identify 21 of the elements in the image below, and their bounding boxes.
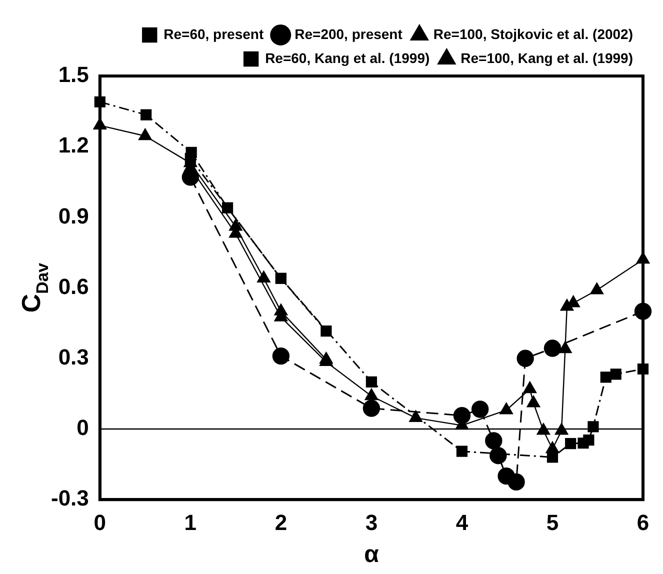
y-tick-label: 0.3 <box>58 344 89 370</box>
x-tick-label: 6 <box>636 510 650 535</box>
legend-label: Re=60, present <box>164 26 264 42</box>
y-tick-label: 1.5 <box>58 62 89 88</box>
y-tick-label: -0.3 <box>50 486 89 511</box>
x-tick-label: 0 <box>94 510 106 535</box>
y-tick-label: 0 <box>76 415 89 440</box>
x-axis-title: α <box>364 541 380 568</box>
legend-label: Re=200, present <box>294 26 403 42</box>
y-tick-label: 0.9 <box>58 203 89 228</box>
x-tick-label: 3 <box>365 510 378 535</box>
x-tick-label: 1 <box>184 510 197 535</box>
x-tick-label: 2 <box>274 510 288 535</box>
y-axis-title: CDav <box>16 262 52 313</box>
y-tick-label: 1.2 <box>58 132 89 158</box>
legend-label: Re=60, Kang et al. (1999) <box>265 50 430 66</box>
legend-label: Re=100, Kang et al. (1999) <box>460 50 634 66</box>
x-tick-label: 5 <box>546 510 559 535</box>
legend-label: Re=100, Stojkovic et al. (2002) <box>433 26 634 42</box>
x-tick-label: 4 <box>456 510 469 535</box>
y-tick-label: 0.6 <box>58 274 89 299</box>
